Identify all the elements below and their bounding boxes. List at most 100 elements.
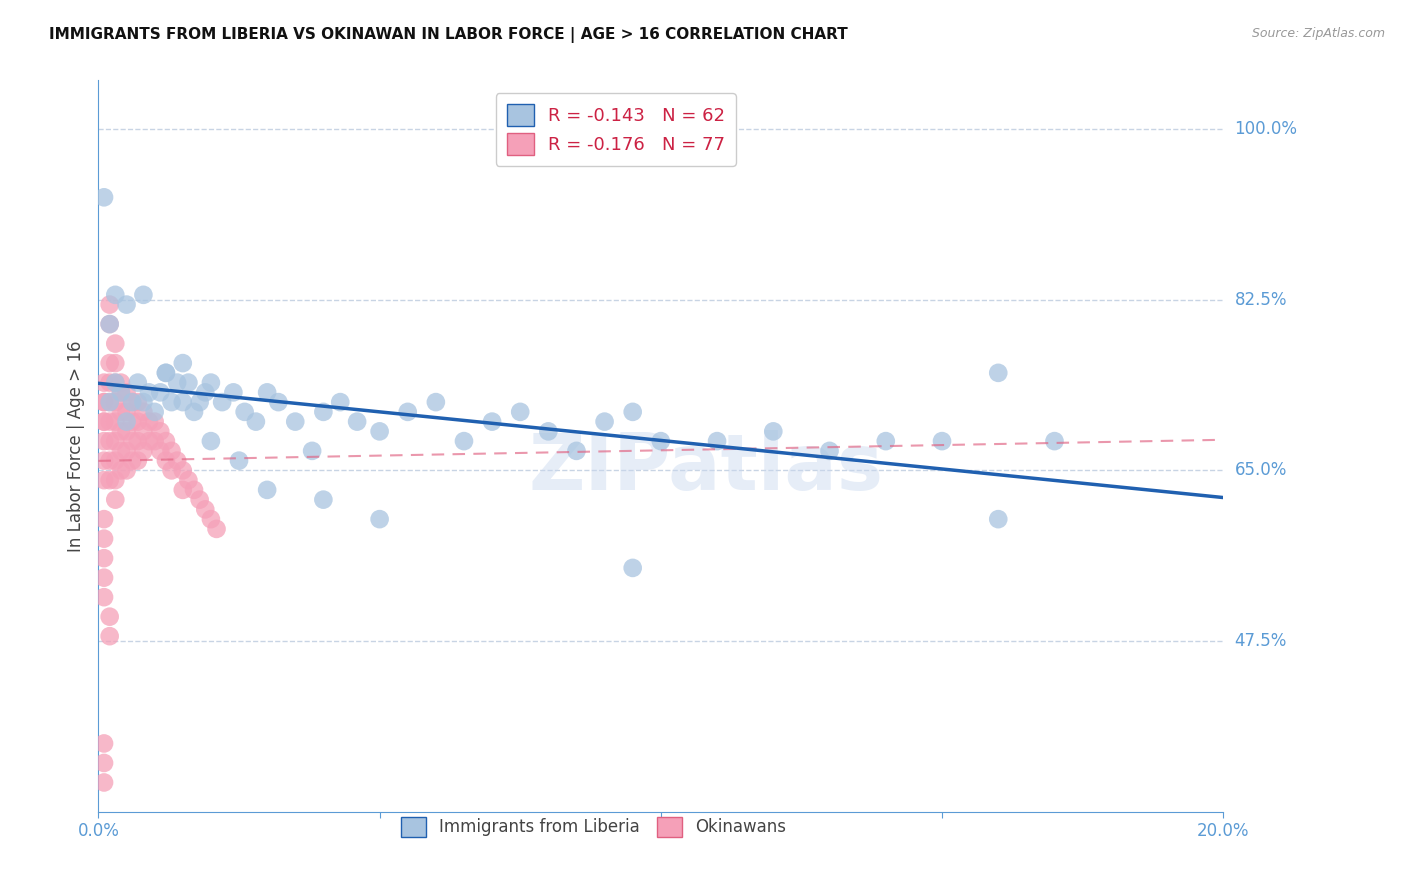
Point: [93, 415, 115, 429]
Point: [138, 385, 160, 400]
Point: [110, 405, 132, 419]
Point: [875, 434, 897, 449]
Point: [93, 551, 115, 566]
Point: [188, 395, 211, 409]
Point: [127, 395, 149, 409]
Point: [93, 756, 115, 770]
Point: [115, 443, 138, 458]
Point: [537, 425, 560, 439]
Point: [98, 434, 121, 449]
Point: [93, 395, 115, 409]
Text: IMMIGRANTS FROM LIBERIA VS OKINAWAN IN LABOR FORCE | AGE > 16 CORRELATION CHART: IMMIGRANTS FROM LIBERIA VS OKINAWAN IN L…: [49, 27, 848, 43]
Point: [155, 434, 177, 449]
Point: [132, 425, 155, 439]
Point: [127, 434, 149, 449]
Point: [115, 415, 138, 429]
Legend: Immigrants from Liberia, Okinawans: Immigrants from Liberia, Okinawans: [394, 810, 793, 844]
Point: [143, 434, 166, 449]
Point: [98, 317, 121, 331]
Point: [987, 366, 1010, 380]
Point: [93, 590, 115, 604]
Point: [284, 415, 307, 429]
Point: [368, 425, 391, 439]
Point: [762, 425, 785, 439]
Point: [93, 453, 115, 467]
Point: [98, 453, 121, 467]
Point: [155, 453, 177, 467]
Point: [93, 473, 115, 487]
Point: [149, 385, 172, 400]
Point: [93, 512, 115, 526]
Point: [593, 415, 616, 429]
Point: [818, 443, 841, 458]
Point: [256, 483, 278, 497]
Point: [110, 443, 132, 458]
Point: [127, 453, 149, 467]
Point: [228, 453, 250, 467]
Point: [93, 190, 115, 204]
Point: [160, 395, 183, 409]
Point: [621, 561, 644, 575]
Point: [183, 405, 205, 419]
Point: [93, 415, 115, 429]
Point: [127, 376, 149, 390]
Point: [172, 356, 194, 370]
Point: [233, 405, 256, 419]
Point: [481, 415, 503, 429]
Point: [110, 376, 132, 390]
Point: [115, 405, 138, 419]
Point: [104, 395, 127, 409]
Point: [368, 512, 391, 526]
Point: [987, 512, 1010, 526]
Point: [98, 395, 121, 409]
Point: [104, 492, 127, 507]
Point: [256, 385, 278, 400]
Point: [222, 385, 245, 400]
Point: [188, 492, 211, 507]
Y-axis label: In Labor Force | Age > 16: In Labor Force | Age > 16: [66, 340, 84, 552]
Point: [160, 463, 183, 477]
Point: [121, 434, 143, 449]
Point: [143, 405, 166, 419]
Point: [127, 415, 149, 429]
Point: [346, 415, 368, 429]
Point: [98, 317, 121, 331]
Point: [155, 366, 177, 380]
Point: [177, 473, 200, 487]
Point: [132, 395, 155, 409]
Point: [267, 395, 290, 409]
Text: Source: ZipAtlas.com: Source: ZipAtlas.com: [1251, 27, 1385, 40]
Point: [396, 405, 419, 419]
Text: 82.5%: 82.5%: [1234, 291, 1286, 309]
Point: [98, 415, 121, 429]
Point: [172, 483, 194, 497]
Point: [93, 571, 115, 585]
Point: [93, 532, 115, 546]
Point: [104, 288, 127, 302]
Point: [98, 356, 121, 370]
Point: [110, 463, 132, 477]
Point: [205, 522, 228, 536]
Point: [211, 395, 233, 409]
Text: ZIPatlas: ZIPatlas: [529, 430, 883, 506]
Point: [98, 395, 121, 409]
Point: [115, 385, 138, 400]
Point: [121, 453, 143, 467]
Point: [110, 385, 132, 400]
Point: [194, 385, 217, 400]
Point: [104, 473, 127, 487]
Point: [183, 483, 205, 497]
Point: [194, 502, 217, 516]
Point: [93, 736, 115, 750]
Point: [98, 629, 121, 643]
Point: [312, 492, 335, 507]
Point: [104, 356, 127, 370]
Point: [98, 297, 121, 311]
Point: [110, 425, 132, 439]
Point: [166, 453, 188, 467]
Point: [93, 395, 115, 409]
Point: [177, 376, 200, 390]
Point: [104, 434, 127, 449]
Point: [115, 297, 138, 311]
Text: 65.0%: 65.0%: [1234, 461, 1286, 479]
